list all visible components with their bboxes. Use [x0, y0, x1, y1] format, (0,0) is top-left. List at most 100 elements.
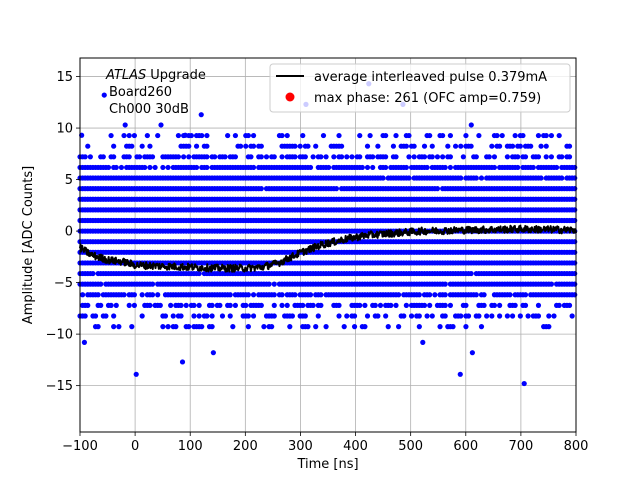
scatter-point [528, 143, 534, 149]
scatter-point [357, 302, 363, 308]
scatter-point [458, 175, 464, 181]
scatter-point [442, 313, 448, 319]
scatter-point [484, 313, 490, 319]
scatter-point [497, 302, 503, 308]
scatter-point [155, 292, 161, 298]
scatter-point [232, 302, 239, 308]
scatter-point [111, 324, 117, 330]
scatter-point [497, 313, 503, 319]
scatter-point [147, 164, 153, 171]
x-tick-label: 700 [508, 439, 533, 454]
scatter-point [383, 164, 389, 171]
scatter-point [375, 143, 381, 149]
scatter-point [481, 292, 487, 298]
scatter-point [245, 292, 251, 298]
scatter-point [380, 175, 386, 181]
scatter-point [486, 154, 492, 160]
scatter-point [572, 164, 578, 171]
scatter-point [504, 313, 510, 319]
scatter-series [77, 81, 578, 387]
annotation: ATLAS Upgrade Board260 Ch000 30dB [105, 68, 206, 117]
scatter-point [566, 154, 573, 160]
scatter-point [364, 143, 371, 149]
scatter-point [572, 196, 578, 202]
scatter-outlier [101, 92, 107, 98]
scatter-point [489, 143, 495, 149]
scatter-point [548, 281, 555, 287]
scatter-point [310, 302, 316, 308]
scatter-point [209, 302, 215, 308]
annotation-line2: Board260 [109, 85, 172, 100]
scatter-point [406, 132, 412, 139]
scatter-outlier [133, 371, 139, 377]
scatter-point [147, 143, 153, 149]
scatter-point [230, 324, 236, 330]
scatter-point [411, 154, 417, 160]
scatter-point [468, 143, 474, 149]
scatter-point [326, 164, 332, 171]
scatter-point [204, 132, 210, 139]
scatter-point [333, 186, 340, 192]
scatter-point [364, 313, 371, 319]
scatter-point [476, 132, 482, 139]
scatter-point [403, 302, 409, 308]
scatter-point [113, 302, 119, 308]
scatter-outlier [122, 122, 128, 128]
scatter-point [437, 324, 443, 330]
scatter-point [491, 154, 498, 160]
scatter-point [548, 154, 555, 160]
scatter-point [318, 302, 324, 308]
scatter-point [196, 270, 202, 277]
scatter-outlier [457, 371, 463, 377]
scatter-point [491, 302, 498, 308]
scatter-point [258, 186, 264, 192]
scatter-point [186, 324, 192, 330]
scatter-point [178, 302, 184, 308]
scatter-point [149, 281, 156, 287]
scatter-point [279, 154, 285, 160]
scatter-point [165, 324, 171, 330]
scatter-point [509, 143, 516, 149]
scatter-point [530, 164, 536, 171]
scatter-point [245, 324, 251, 330]
scatter-point [522, 302, 529, 308]
scatter-point [318, 292, 324, 298]
scatter-point [458, 143, 464, 149]
scatter-point [463, 132, 469, 139]
scatter-outlier [179, 359, 186, 365]
scatter-point [209, 324, 215, 330]
scatter-point [349, 154, 355, 160]
y-axis-label: Amplitude [ADC Counts] [21, 166, 36, 324]
scatter-point [499, 132, 505, 139]
scatter-point [95, 324, 101, 330]
scatter-point [447, 132, 453, 139]
scatter-point [429, 313, 435, 319]
scatter-point [271, 292, 277, 298]
scatter-point [199, 132, 205, 139]
scatter-point [390, 143, 397, 149]
scatter-point [103, 313, 109, 319]
scatter-outlier [468, 122, 474, 128]
scatter-point [227, 292, 233, 298]
scatter-point [401, 313, 407, 319]
scatter-point [504, 154, 510, 160]
scatter-point [315, 313, 321, 319]
scatter-point [393, 302, 399, 308]
scatter-point [478, 175, 485, 181]
scatter-outlier [469, 350, 475, 356]
scatter-point [473, 292, 479, 298]
scatter-point [193, 143, 200, 149]
scatter-point [181, 154, 187, 160]
scatter-point [284, 302, 290, 308]
scatter-point [313, 324, 319, 330]
scatter-point [108, 132, 114, 139]
scatter-point [131, 132, 137, 139]
scatter-point [129, 324, 135, 330]
scatter-point [406, 154, 412, 160]
scatter-point [131, 302, 137, 308]
scatter-point [243, 302, 249, 308]
scatter-point [572, 292, 578, 298]
scatter-point [421, 154, 428, 160]
scatter-point [351, 324, 358, 330]
